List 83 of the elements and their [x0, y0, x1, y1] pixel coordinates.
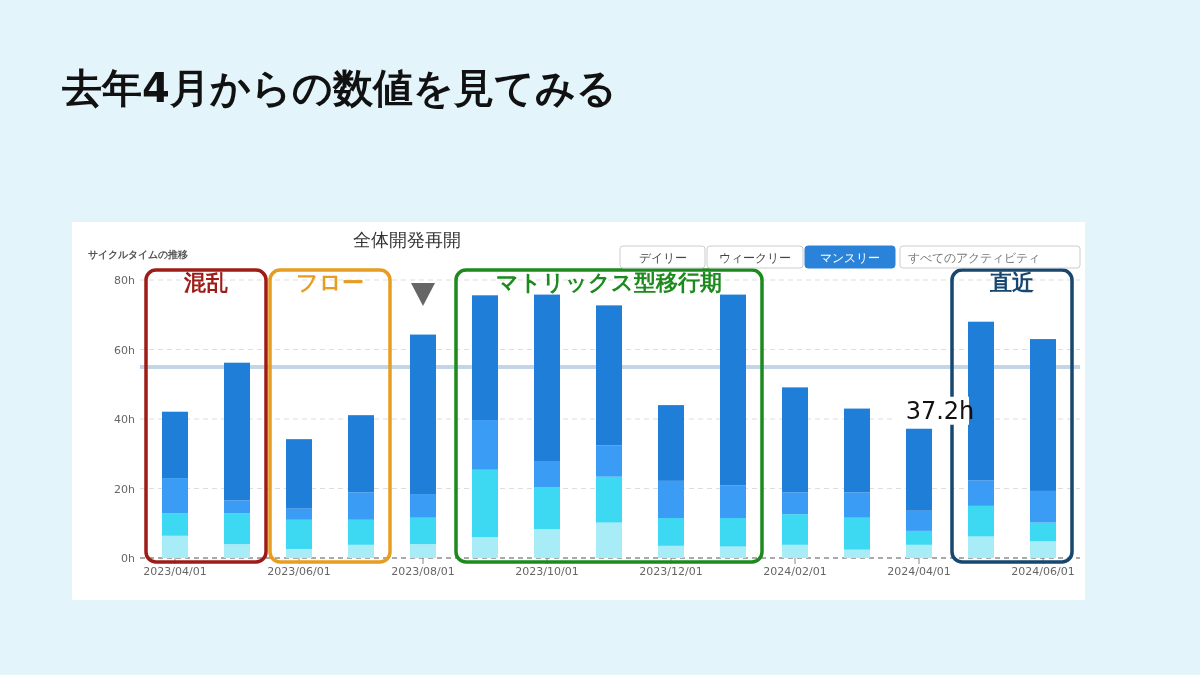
- x-tick-label: 2023/10/01: [515, 565, 579, 578]
- bar: [534, 529, 560, 558]
- x-tick-label: 2023/04/01: [143, 565, 207, 578]
- bar: [410, 494, 436, 518]
- bar: [1030, 339, 1056, 491]
- bar: [534, 487, 560, 530]
- bar: [844, 517, 870, 550]
- bar: [1030, 541, 1056, 558]
- bar: [720, 546, 746, 558]
- bar: [348, 492, 374, 520]
- bar: [782, 387, 808, 493]
- text: ウィークリー: [719, 251, 791, 265]
- annotation: マトリックス型移行期: [496, 270, 722, 295]
- y-tick-label: 0h: [121, 552, 136, 565]
- bar: [658, 480, 684, 519]
- bar: [844, 492, 870, 518]
- bar: [348, 415, 374, 493]
- bar: [596, 476, 622, 523]
- bar: [286, 508, 312, 520]
- bar: [162, 411, 188, 479]
- bar: [224, 362, 250, 501]
- bar: [1030, 490, 1056, 523]
- x-tick-label: 2024/06/01: [1011, 565, 1075, 578]
- y-tick-label: 20h: [114, 482, 136, 496]
- bar: [286, 519, 312, 549]
- annotation: フロー: [296, 270, 364, 295]
- bar: [472, 420, 498, 470]
- bar: [224, 513, 250, 545]
- bar: [968, 505, 994, 537]
- bar: [472, 295, 498, 421]
- bar: [658, 405, 684, 481]
- bar: [720, 294, 746, 486]
- bar: [844, 549, 870, 558]
- bar: [410, 544, 436, 558]
- annotation: 混乱: [183, 270, 228, 295]
- chart-title: 去年4月からの数値を見てみる: [61, 65, 617, 111]
- bar: [782, 514, 808, 545]
- bar: [348, 544, 374, 558]
- text: サイクルタイムの推移: [88, 249, 188, 260]
- text: すべてのアクティビティ: [908, 251, 1040, 265]
- bar: [596, 445, 622, 477]
- bar: [968, 480, 994, 506]
- annotation: 直近: [989, 270, 1034, 295]
- bar: [472, 469, 498, 538]
- bar: [906, 510, 932, 531]
- bar: [720, 485, 746, 519]
- bar: [286, 439, 312, 509]
- bar: [906, 428, 932, 511]
- bar: [1030, 522, 1056, 542]
- x-tick-label: 2024/04/01: [887, 565, 951, 578]
- bar: [348, 519, 374, 545]
- y-tick-label: 60h: [114, 343, 136, 357]
- bar: [968, 536, 994, 558]
- bar: [596, 305, 622, 446]
- bar: [906, 530, 932, 545]
- bar: [286, 548, 312, 558]
- x-tick-label: 2023/12/01: [639, 565, 703, 578]
- bar: [844, 408, 870, 493]
- x-tick-label: 2024/02/01: [763, 565, 827, 578]
- bar: [906, 544, 932, 558]
- bar: [224, 544, 250, 558]
- bar: [782, 544, 808, 558]
- x-tick-label: 2023/08/01: [391, 565, 455, 578]
- bar: [658, 518, 684, 546]
- x-tick-label: 2023/06/01: [267, 565, 331, 578]
- bar: [720, 518, 746, 547]
- bar: [534, 294, 560, 462]
- y-tick-label: 40h: [114, 413, 136, 426]
- bar: [162, 535, 188, 558]
- bar: [224, 500, 250, 514]
- bar: [162, 513, 188, 536]
- bar: [534, 461, 560, 488]
- bar: [782, 492, 808, 515]
- y-tick-label: 80h: [114, 274, 136, 287]
- bar: [472, 537, 498, 558]
- text: マンスリー: [820, 251, 880, 265]
- bar: [658, 545, 684, 558]
- bar: [596, 522, 622, 558]
- text: 全体開発再開: [353, 229, 461, 250]
- text: デイリー: [638, 251, 687, 265]
- bar: [162, 478, 188, 514]
- bar: [410, 517, 436, 545]
- bar: [410, 334, 436, 495]
